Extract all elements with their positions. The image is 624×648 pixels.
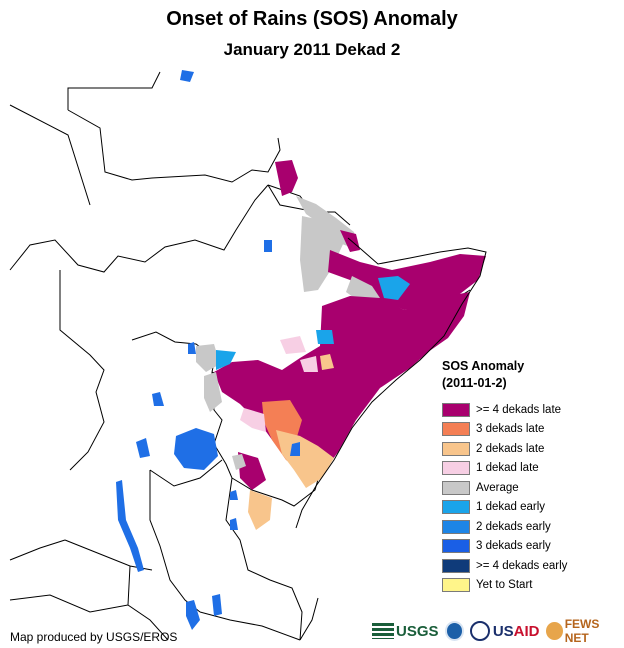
legend-swatch	[442, 539, 470, 554]
usaid-logo-us: US	[492, 622, 514, 640]
legend-swatch	[442, 558, 470, 573]
water-bodies	[116, 70, 300, 630]
legend-item: 3 dekads late	[442, 420, 624, 440]
map-subtitle: January 2011 Dekad 2	[223, 40, 401, 59]
legend-item: 2 dekads early	[442, 517, 624, 537]
legend-item: Yet to Start	[442, 576, 624, 596]
anomaly-regions	[196, 160, 486, 530]
legend-swatch	[442, 402, 470, 417]
usaid-logo-aid: AID	[513, 622, 540, 640]
legend-label: 3 dekads late	[476, 423, 545, 436]
legend-item: Average	[442, 478, 624, 498]
legend-label: Average	[476, 481, 519, 494]
legend-label: 2 dekads early	[476, 520, 551, 533]
legend-label: 3 dekads early	[476, 540, 551, 553]
legend-items: >= 4 dekads late 3 dekads late 2 dekads la…	[442, 400, 624, 595]
legend-label: >= 4 dekads late	[476, 403, 562, 416]
usaid-logo: US AID	[469, 621, 540, 641]
legend-label: Yet to Start	[476, 579, 533, 592]
usgs-logo: USGS	[372, 623, 439, 640]
legend-swatch	[442, 578, 470, 593]
legend-label: 1 dekad late	[476, 462, 539, 475]
fews-net-logo: FEWS NET	[545, 617, 624, 645]
noaa-logo-icon	[444, 621, 464, 641]
legend-label: 2 dekads late	[476, 442, 545, 455]
usgs-logo-text: USGS	[396, 622, 439, 640]
legend: SOS Anomaly (2011-01-2) >= 4 dekads late…	[442, 358, 624, 595]
fews-globe-icon	[545, 622, 563, 640]
logo-strip: USGS US AID FEWS NET	[372, 617, 624, 645]
legend-swatch	[442, 422, 470, 437]
usgs-mark-icon	[372, 623, 394, 639]
legend-swatch	[442, 500, 470, 515]
legend-swatch	[442, 461, 470, 476]
legend-title: SOS Anomaly	[442, 359, 525, 373]
legend-item: >= 4 dekads early	[442, 556, 624, 576]
legend-swatch	[442, 519, 470, 534]
legend-item: 3 dekads early	[442, 537, 624, 557]
legend-swatch	[442, 441, 470, 456]
legend-swatch	[442, 480, 470, 495]
map-credit: Map produced by USGS/EROS	[10, 630, 178, 644]
legend-item: 1 dekad late	[442, 459, 624, 479]
map-title: Onset of Rains (SOS) Anomaly	[166, 8, 458, 30]
legend-label: >= 4 dekads early	[476, 559, 568, 572]
legend-item: >= 4 dekads late	[442, 400, 624, 420]
usaid-seal-icon	[469, 621, 490, 641]
fews-logo-text: FEWS NET	[564, 617, 600, 645]
legend-item: 1 dekad early	[442, 498, 624, 518]
legend-item: 2 dekads late	[442, 439, 624, 459]
legend-label: 1 dekad early	[476, 501, 546, 514]
legend-date: (2011-01-2)	[442, 376, 507, 390]
coastline	[295, 237, 487, 529]
